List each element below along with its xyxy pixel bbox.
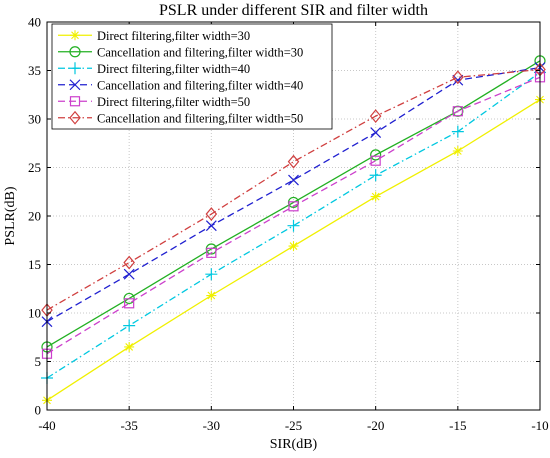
series-4 — [41, 62, 546, 328]
y-tick-label: 40 — [28, 15, 41, 30]
x-tick-label: -20 — [367, 418, 384, 433]
circle-marker — [370, 149, 382, 161]
x-tick-label: -40 — [38, 418, 55, 433]
square-marker — [206, 247, 217, 258]
plus-marker — [369, 169, 382, 182]
square-marker — [69, 96, 81, 107]
star-marker — [288, 241, 299, 252]
plus-marker — [69, 62, 81, 75]
y-tick-label: 25 — [28, 160, 41, 175]
legend-box — [51, 23, 333, 130]
star-marker — [370, 191, 381, 202]
legend-label: Direct filtering,filter width=30 — [97, 29, 250, 43]
series-line — [46, 76, 541, 355]
y-axis-label: PSLR(dB) — [3, 186, 18, 245]
x-marker — [370, 127, 382, 139]
plus-marker — [287, 219, 300, 232]
legend-entry: Cancellation and filtering,filter width=… — [58, 45, 303, 59]
legend-entry: Cancellation and filtering,filter width=… — [58, 110, 303, 125]
star-marker — [124, 341, 135, 352]
square-marker — [370, 155, 381, 166]
x-marker — [452, 74, 464, 86]
square-marker — [124, 298, 135, 309]
legend-label: Direct filtering,filter width=40 — [97, 62, 250, 76]
tick-layer: -40 -35 -30 -25 -20 -15 -10 0 5 10 15 20 25 30 35 40 — [28, 15, 549, 434]
y-tick-label: 15 — [28, 257, 41, 272]
y-tick-label: 10 — [28, 306, 41, 321]
x-marker — [205, 220, 217, 232]
legend-label: Direct filtering,filter width=50 — [97, 95, 250, 109]
diamond-marker — [369, 109, 382, 124]
legend-label: Cancellation and filtering,filter width=… — [97, 45, 303, 59]
square-marker — [452, 106, 463, 117]
x-tick-label: -15 — [449, 418, 466, 433]
legend-label: Cancellation and filtering,filter width=… — [97, 78, 303, 92]
plus-marker — [205, 268, 218, 281]
x-tick-label: -35 — [120, 418, 137, 433]
diamond-marker — [123, 255, 135, 270]
x-axis-label: SIR(dB) — [270, 437, 318, 452]
legend-entry: Cancellation and filtering,filter width=… — [58, 78, 303, 92]
x-marker — [69, 79, 81, 91]
star-marker — [70, 30, 80, 41]
x-tick-label: -10 — [531, 418, 548, 433]
legend-entry: Direct filtering,filter width=40 — [58, 62, 250, 76]
series-6 — [41, 62, 546, 318]
series-1 — [42, 94, 545, 406]
series-layer — [41, 55, 546, 406]
diamond-marker — [205, 207, 218, 221]
legend-entry: Direct filtering,filter width=30 — [58, 29, 250, 43]
diamond-marker — [452, 70, 464, 85]
chart-title: PSLR under different SIR and filter widt… — [159, 2, 428, 19]
y-tick-label: 20 — [28, 209, 41, 224]
x-marker — [123, 268, 135, 280]
legend-entry: Direct filtering,filter width=50 — [58, 95, 250, 109]
circle-marker — [69, 46, 81, 58]
legend: Direct filtering,filter width=30 Cancella… — [51, 23, 333, 130]
x-marker — [288, 174, 299, 186]
y-tick-label: 0 — [35, 403, 42, 418]
x-tick-label: -25 — [285, 418, 302, 433]
star-marker — [452, 146, 463, 157]
y-tick-label: 5 — [35, 354, 42, 369]
diamond-marker — [287, 154, 300, 169]
diamond-marker — [69, 110, 81, 125]
plus-marker — [123, 319, 136, 332]
plus-marker — [451, 125, 464, 138]
y-tick-label: 35 — [28, 63, 41, 78]
x-tick-label: -30 — [203, 418, 220, 433]
y-tick-label: 30 — [28, 112, 41, 127]
square-marker — [288, 201, 299, 212]
legend-label: Cancellation and filtering,filter width=… — [97, 111, 303, 125]
star-marker — [206, 290, 217, 301]
